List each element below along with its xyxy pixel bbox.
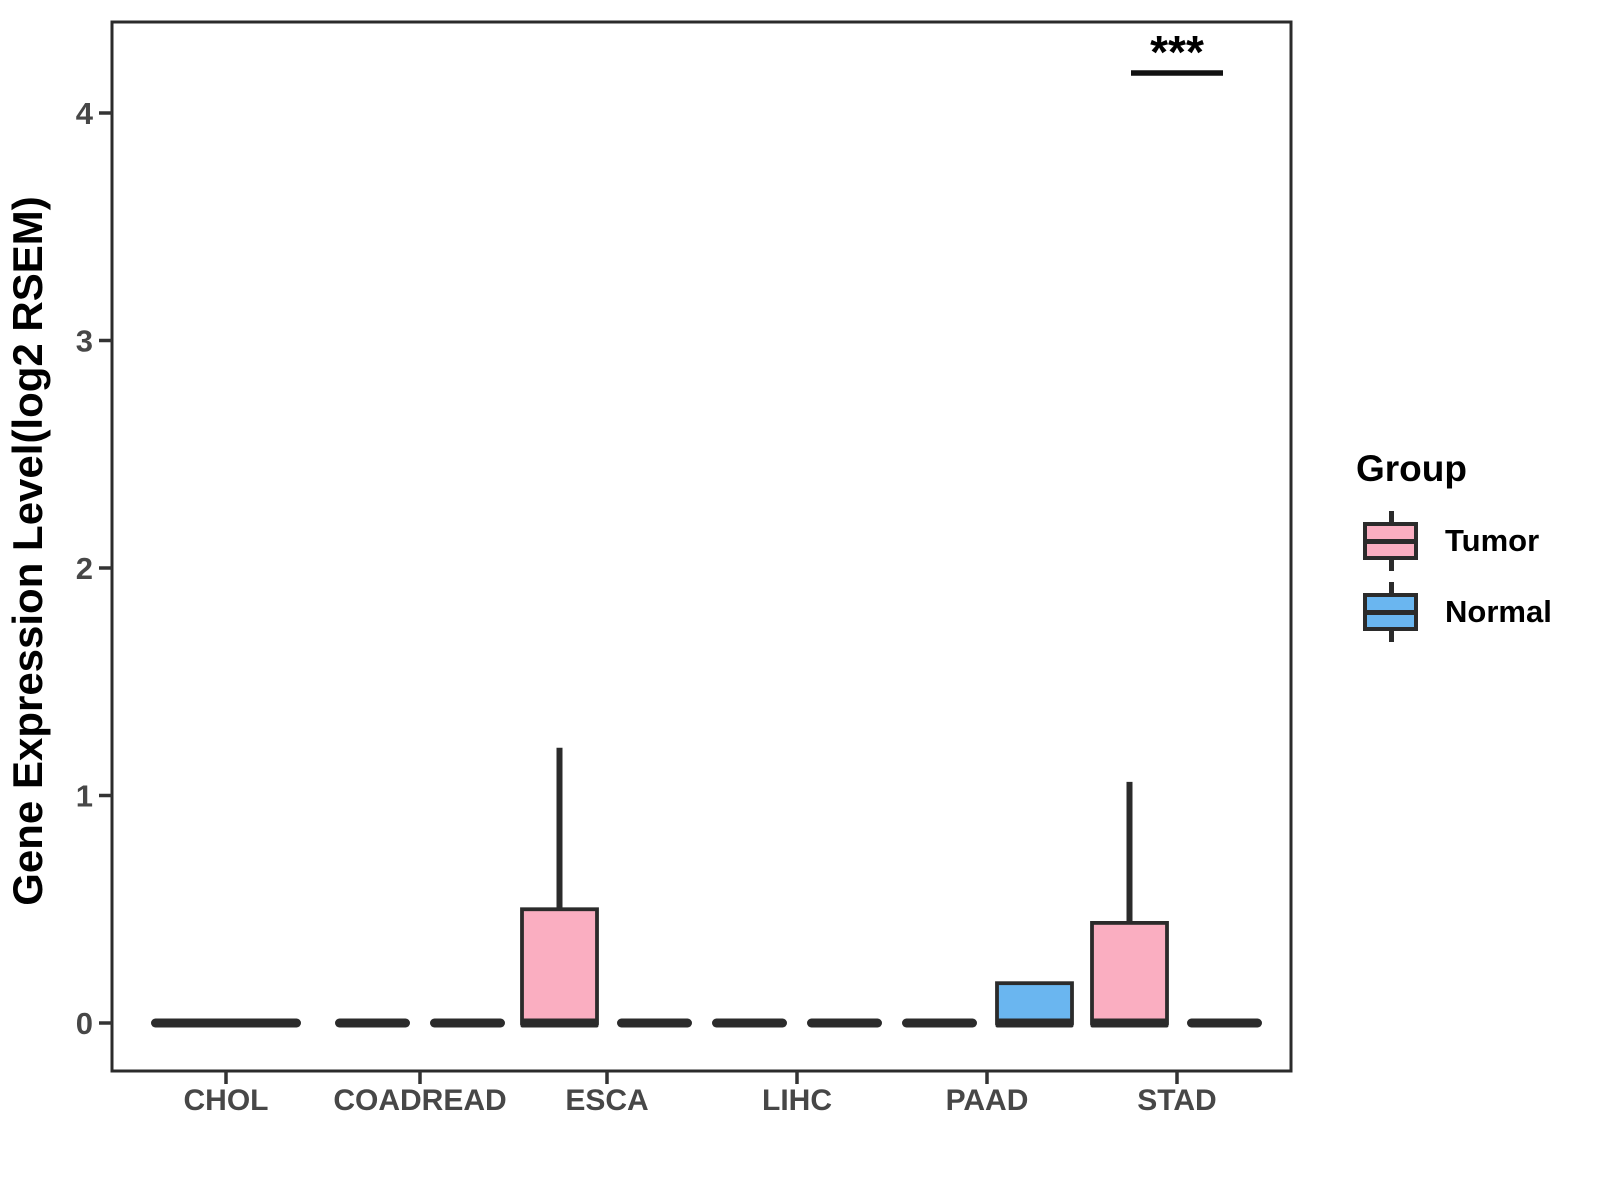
median-stad-tumor — [1090, 1018, 1169, 1028]
legend-title: Group — [1356, 448, 1467, 489]
flat-box-stad-normal — [1187, 1018, 1262, 1028]
flat-box-chol — [151, 1018, 301, 1028]
key-whisker-top — [1388, 511, 1394, 523]
legend-item-normal: Normal — [1363, 582, 1552, 642]
x-tick-label-coadread: COADREAD — [333, 1084, 506, 1117]
key-median-line — [1363, 538, 1418, 544]
flat-box-lihc-tumor — [712, 1018, 787, 1028]
y-tick-label: 0 — [76, 1006, 93, 1041]
x-tick-label-esca: ESCA — [565, 1084, 648, 1117]
key-whisker-bottom — [1388, 559, 1394, 571]
key-median-line — [1363, 609, 1418, 615]
x-tick-label-lihc: LIHC — [762, 1084, 832, 1117]
flat-box-paad-tumor — [902, 1018, 977, 1028]
flat-box-lihc-normal — [807, 1018, 882, 1028]
x-tick-label-paad: PAAD — [946, 1084, 1029, 1117]
flat-box-coadread-normal — [430, 1018, 505, 1028]
flat-box-coadread-tumor — [335, 1018, 410, 1028]
key-whisker-bottom — [1388, 630, 1394, 642]
box-stad-tumor — [1090, 921, 1169, 1025]
legend-item-tumor: Tumor — [1363, 511, 1539, 571]
box-esca-tumor — [520, 907, 599, 1025]
key-whisker-top — [1388, 582, 1394, 594]
legend-label-tumor: Tumor — [1445, 523, 1540, 558]
median-paad-normal — [995, 1018, 1074, 1028]
y-tick-label: 4 — [76, 96, 94, 131]
y-tick-label: 1 — [76, 779, 93, 814]
x-tick-label-chol: CHOL — [184, 1084, 269, 1117]
box-paad-normal — [995, 981, 1074, 1025]
legend-label-normal: Normal — [1445, 594, 1552, 629]
x-tick-label-stad: STAD — [1137, 1084, 1216, 1117]
flat-box-esca-normal — [617, 1018, 692, 1028]
median-esca-tumor — [520, 1018, 599, 1028]
plot-panel-border — [110, 20, 1293, 1073]
y-tick-label: 2 — [76, 551, 93, 586]
tumor-boxplot-key-icon — [1363, 511, 1418, 571]
normal-boxplot-key-icon — [1363, 582, 1418, 642]
y-axis-title: Gene Expression Level(log2 RSEM) — [4, 196, 51, 906]
y-tick-label: 3 — [76, 324, 93, 359]
significance-stars: *** — [1150, 26, 1204, 78]
